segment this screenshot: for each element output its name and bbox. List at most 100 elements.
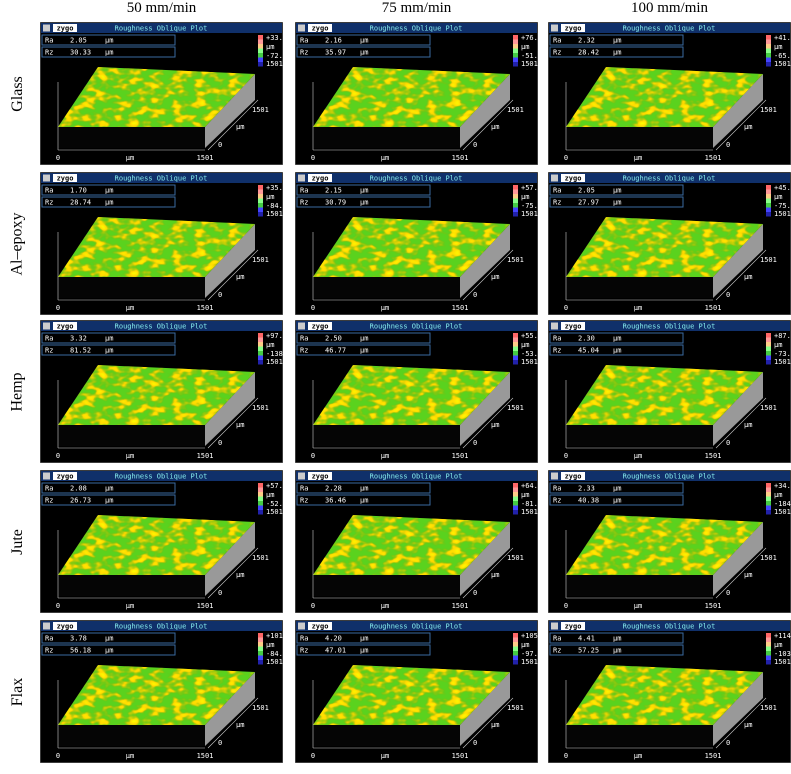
surface-side: [205, 522, 255, 596]
rz-label: Rz: [553, 497, 561, 505]
row-label: Flax: [0, 620, 36, 763]
surface-front: [58, 277, 205, 298]
close-box: [43, 622, 50, 630]
surface-texture: [58, 365, 255, 425]
rz-box: [549, 494, 684, 506]
colorbar-cell: [513, 655, 518, 660]
axis: [207, 99, 259, 151]
rz-label: Rz: [553, 49, 561, 57]
ra-unit: µm: [105, 335, 113, 343]
rz-value: 40.38: [578, 497, 599, 505]
x-unit: µm: [126, 304, 134, 312]
colorbar-cell: [513, 342, 518, 347]
x-unit: µm: [634, 304, 642, 312]
rz-unit: µm: [105, 347, 113, 355]
x-unit: µm: [634, 752, 642, 760]
surface-texture: [313, 217, 510, 277]
roughness-plot: zygo Roughness Oblique Plot Ra 2.05 µm Rz 30.3…: [40, 22, 283, 165]
close-box: [43, 322, 50, 330]
surface-side: [713, 74, 763, 148]
axis: [715, 697, 767, 749]
rz-value: 81.52: [70, 347, 91, 355]
colorbar-cell: [258, 207, 263, 212]
plot-title: Roughness Oblique Plot: [115, 175, 208, 183]
rz-value: 46.77: [325, 347, 346, 355]
colorbar-cell: [513, 48, 518, 53]
plot-title: Roughness Oblique Plot: [623, 175, 716, 183]
y-min: 0: [218, 141, 222, 149]
colorbar-cell: [766, 44, 771, 49]
rz-box: [41, 344, 176, 356]
x-min: 0: [311, 602, 315, 610]
colorbar-cell: [766, 189, 771, 194]
colorbar-cell: [513, 212, 518, 217]
ra-label: Ra: [553, 187, 561, 195]
z-max: +34.2914: [774, 482, 791, 490]
ra-unit: µm: [360, 187, 368, 195]
rz-unit: µm: [613, 199, 621, 207]
rz-value: 30.79: [325, 199, 346, 207]
colorbar-cell: [258, 62, 263, 67]
rz-value: 56.18: [70, 647, 91, 655]
column-header: 50 mm/min: [126, 0, 197, 16]
rz-unit: µm: [360, 49, 368, 57]
x-max: 1501: [705, 752, 722, 760]
y-max: 1501: [252, 404, 269, 412]
x-unit: µm: [126, 154, 134, 162]
ra-unit: µm: [360, 635, 368, 643]
colorbar-cell: [513, 333, 518, 338]
y-min: 0: [473, 141, 477, 149]
ra-value: 2.50: [325, 335, 342, 343]
z-unit: µm: [266, 193, 274, 201]
ra-box: [296, 332, 431, 344]
y-unit: µm: [491, 421, 499, 429]
colorbar-cell: [513, 194, 518, 199]
logo-box: [308, 174, 332, 182]
z-unit: µm: [521, 341, 529, 349]
colorbar-cell: [513, 510, 518, 515]
rz-label: Rz: [553, 199, 561, 207]
colorbar-cell: [513, 351, 518, 356]
colorbar-cell: [766, 651, 771, 656]
y-unit: µm: [491, 273, 499, 281]
axis: [207, 547, 259, 599]
title-bar: [41, 23, 282, 33]
logo-box: [308, 622, 332, 630]
y-max: 1501: [760, 704, 777, 712]
x-min: 0: [564, 602, 568, 610]
surface-texture: [313, 365, 510, 425]
close-box: [43, 472, 50, 480]
ra-unit: µm: [613, 335, 621, 343]
surface-side: [205, 224, 255, 298]
z-min: -138.7850: [266, 350, 283, 358]
ra-box: [296, 482, 431, 494]
ra-label: Ra: [553, 37, 561, 45]
rz-value: 45.04: [578, 347, 599, 355]
x-min: 0: [311, 154, 315, 162]
rz-value: 28.42: [578, 49, 599, 57]
rz-box: [296, 494, 431, 506]
colorbar-cell: [513, 646, 518, 651]
colorbar-cell: [258, 483, 263, 488]
roughness-plot: zygo Roughness Oblique Plot Ra 2.33 µm Rz 40.3…: [548, 470, 791, 613]
axis: [715, 397, 767, 449]
colorbar-cell: [258, 633, 263, 638]
colorbar-cell: [513, 642, 518, 647]
logo: zygo: [565, 25, 582, 33]
colorbar-cell: [258, 655, 263, 660]
rz-box: [41, 644, 176, 656]
close-box: [298, 472, 305, 480]
logo-box: [53, 174, 77, 182]
y-unit: µm: [236, 273, 244, 281]
z-extent: 1501: [774, 60, 791, 68]
title-bar: [549, 321, 790, 331]
surface-texture: [58, 67, 255, 127]
colorbar-cell: [258, 351, 263, 356]
colorbar-cell: [513, 189, 518, 194]
x-max: 1501: [197, 452, 214, 460]
axis: [207, 249, 259, 301]
colorbar-cell: [513, 57, 518, 62]
ra-label: Ra: [300, 187, 308, 195]
y-max: 1501: [507, 404, 524, 412]
x-min: 0: [564, 752, 568, 760]
